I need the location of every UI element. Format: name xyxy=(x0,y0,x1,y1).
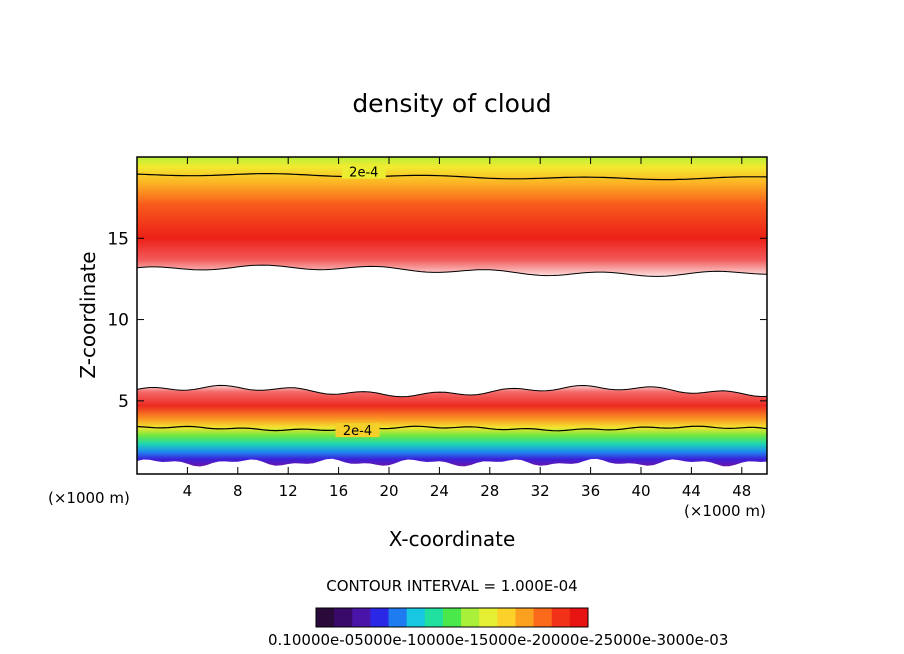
colorbar-swatch xyxy=(515,608,535,627)
lower-2e-4-contour xyxy=(136,425,768,432)
x-tick-label: 36 xyxy=(581,482,600,500)
colorbar-swatch xyxy=(388,608,408,627)
colorbar-swatch xyxy=(424,608,444,627)
colorbar-swatch xyxy=(569,608,589,627)
lower-layer-top-contour xyxy=(136,384,768,398)
colorbar xyxy=(315,607,589,628)
y-axis-ticks: 5 10 15 xyxy=(107,229,767,412)
colorbar-swatch xyxy=(352,608,371,627)
colorbar-tick-labels: 0.10000e-05000e-10000e-15000e-20000e-250… xyxy=(268,631,728,649)
colorbar-frame xyxy=(315,607,589,628)
upper-layer-edge-contour xyxy=(136,264,768,277)
x-axis-ticks: 4 8 12 16 20 24 28 32 36 40 44 48 xyxy=(183,157,751,500)
x-unit-right: (×1000 m) xyxy=(684,502,766,520)
x-tick-label: 24 xyxy=(430,482,449,500)
x-tick-label: 4 xyxy=(183,482,193,500)
chart-title: density of cloud xyxy=(352,89,551,118)
plot-frame xyxy=(136,156,768,475)
colorbar-swatch xyxy=(461,608,480,627)
x-tick-label: 16 xyxy=(329,482,348,500)
x-tick-label: 8 xyxy=(233,482,243,500)
x-tick-label: 32 xyxy=(531,482,550,500)
y-tick-label: 10 xyxy=(107,311,129,331)
contour-label: 2e-4 xyxy=(343,424,372,439)
x-tick-label: 20 xyxy=(379,482,398,500)
colorbar-swatch xyxy=(551,608,571,627)
colorbar-swatch xyxy=(497,608,516,627)
x-axis-label: X-coordinate xyxy=(389,527,516,551)
upper-2e-4-contour xyxy=(136,173,768,181)
colorbar-swatch xyxy=(533,608,553,627)
colorbar-swatch xyxy=(370,608,390,627)
x-tick-label: 40 xyxy=(631,482,650,500)
x-tick-label: 48 xyxy=(732,482,751,500)
colorbar-swatch xyxy=(334,608,353,627)
colorbar-swatch xyxy=(316,608,335,627)
contour-interval-text: CONTOUR INTERVAL = 1.000E-04 xyxy=(326,577,577,595)
x-tick-label: 44 xyxy=(682,482,701,500)
x-unit-left: (×1000 m) xyxy=(48,489,130,507)
lower-cloud-layer xyxy=(137,385,767,467)
upper-cloud-layer xyxy=(137,157,767,277)
y-tick-label: 5 xyxy=(118,392,129,412)
y-axis-label: Z-coordinate xyxy=(76,251,100,378)
x-tick-label: 28 xyxy=(480,482,499,500)
contour-label: 2e-4 xyxy=(349,166,378,181)
colorbar-swatch xyxy=(406,608,426,627)
y-tick-label: 15 xyxy=(107,229,129,249)
contour-label-bg xyxy=(341,164,386,179)
colorbar-swatch xyxy=(442,608,462,627)
x-tick-label: 12 xyxy=(279,482,298,500)
contour-labels: 2e-4 2e-4 xyxy=(335,164,386,439)
contour-label-bg xyxy=(335,423,380,438)
colorbar-swatch xyxy=(479,608,498,627)
